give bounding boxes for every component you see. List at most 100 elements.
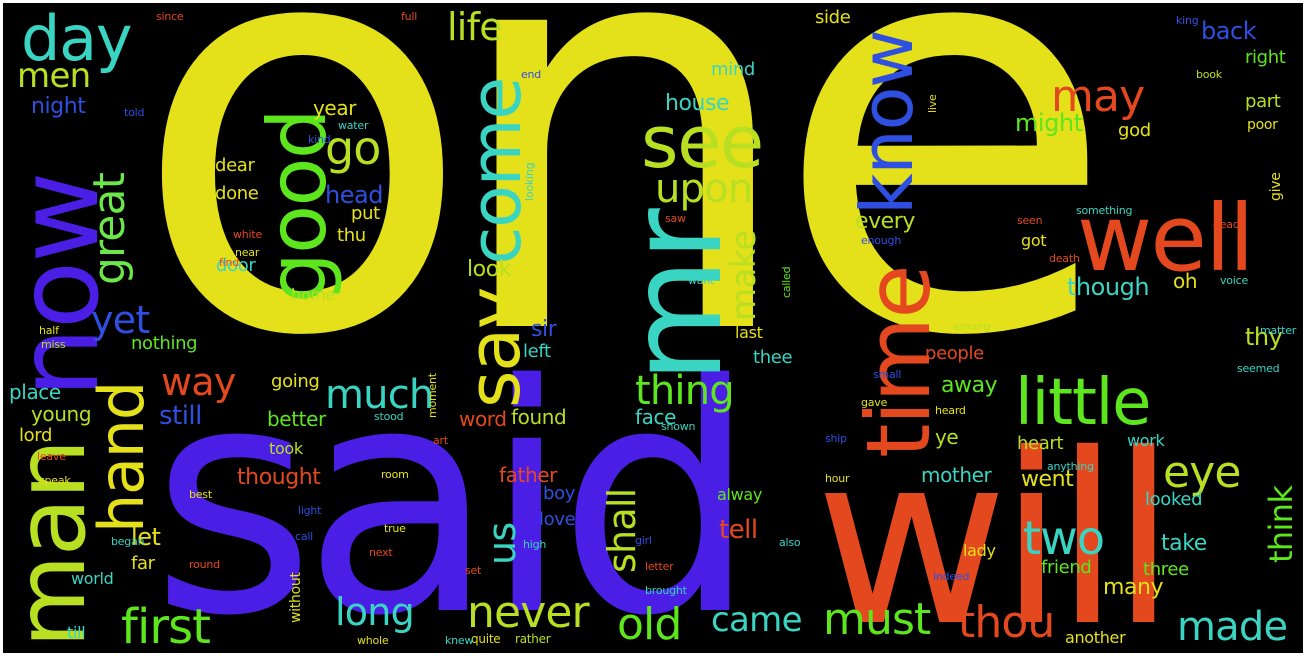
word-quite: quite: [471, 632, 501, 646]
word-since: since: [156, 10, 184, 23]
word-go: go: [325, 121, 381, 175]
word-nothing: nothing: [131, 333, 198, 354]
word-heard: heard: [935, 404, 966, 417]
word-year: year: [313, 96, 357, 120]
word-art: art: [433, 434, 448, 447]
word-seen: seen: [1017, 214, 1043, 227]
word-gave: gave: [861, 396, 888, 409]
word-among: among: [953, 320, 991, 333]
word-part: part: [1245, 91, 1281, 112]
word-word: word: [459, 407, 507, 431]
word-thy: thy: [1245, 323, 1283, 351]
word-day: day: [21, 3, 133, 75]
word-friend: friend: [1041, 557, 1092, 578]
word-every: every: [855, 209, 915, 234]
word-another: another: [1065, 628, 1126, 647]
word-round: round: [189, 558, 220, 571]
word-think: think: [1262, 485, 1300, 563]
word-letter: letter: [645, 560, 674, 573]
word-though: though: [1067, 273, 1150, 301]
word-went: went: [1021, 467, 1074, 492]
word-seemed: seemed: [1237, 362, 1280, 375]
word-got: got: [1021, 231, 1047, 250]
word-ship: ship: [825, 432, 847, 445]
word-dead: dead: [1213, 218, 1240, 231]
word-white: white: [233, 228, 263, 241]
word-thee: thee: [753, 347, 793, 368]
word-high: high: [523, 538, 547, 551]
word-yet: yet: [91, 298, 150, 342]
word-mind: mind: [711, 59, 755, 80]
word-make: make: [724, 230, 764, 321]
word-small: small: [873, 368, 902, 381]
word-brought: brought: [645, 584, 687, 597]
word-thou: thou: [958, 597, 1055, 648]
word-away: away: [941, 373, 998, 398]
word-one: one: [131, 3, 1117, 459]
word-must: must: [823, 594, 931, 645]
word-will: will: [815, 403, 1176, 654]
word-half: half: [39, 324, 59, 337]
word-till: till: [67, 623, 86, 642]
word-boy: boy: [543, 483, 576, 504]
word-well: well: [1077, 185, 1254, 292]
word-made: made: [1177, 604, 1288, 650]
word-better: better: [267, 407, 326, 431]
word-saw: saw: [665, 212, 686, 225]
word-voice: voice: [1220, 274, 1249, 287]
word-old: old: [617, 599, 682, 650]
word-two: two: [1023, 511, 1105, 565]
word-sir: sir: [531, 317, 557, 342]
word-upon: upon: [655, 166, 753, 212]
word-heart: heart: [1017, 433, 1064, 454]
word-speak: speak: [39, 474, 71, 487]
word-take: take: [1161, 531, 1207, 556]
word-never: never: [467, 587, 590, 638]
word-house: house: [665, 91, 730, 116]
word-anything: anything: [1047, 460, 1094, 473]
word-end: end: [521, 68, 542, 81]
word-mr: mr: [602, 210, 751, 383]
word-without: without: [288, 572, 304, 623]
word-found: found: [511, 405, 567, 429]
word-place: place: [9, 380, 61, 404]
word-work: work: [1127, 431, 1165, 450]
word-took: took: [269, 439, 303, 458]
word-lady: lady: [963, 541, 996, 560]
word-come: come: [455, 78, 537, 265]
word-rather: rather: [515, 632, 551, 646]
word-looking: looking: [523, 162, 536, 201]
word-see: see: [641, 100, 764, 184]
word-stood: stood: [374, 410, 404, 423]
word-father: father: [499, 463, 557, 487]
word-dear: dear: [215, 155, 255, 176]
word-knew: knew: [445, 634, 474, 647]
word-still: still: [159, 401, 202, 431]
word-find: find: [219, 256, 240, 269]
word-door: door: [216, 255, 256, 276]
word-long: long: [335, 590, 415, 634]
word-death: death: [1049, 252, 1080, 265]
word-called: called: [780, 266, 793, 298]
word-far: far: [131, 553, 155, 574]
word-put: put: [351, 203, 380, 224]
word-alway: alway: [717, 485, 763, 504]
word-light: light: [298, 504, 322, 517]
word-us: us: [480, 522, 524, 565]
word-shown: shown: [661, 420, 696, 433]
word-going: going: [271, 371, 320, 392]
word-indeed: indeed: [933, 570, 970, 583]
word-great: great: [84, 173, 135, 285]
word-ye: ye: [935, 425, 959, 449]
word-girl: girl: [635, 534, 652, 547]
word-thought: thought: [237, 465, 321, 490]
word-moment: moment: [426, 373, 439, 418]
word-hour: hour: [825, 472, 850, 485]
word-much: much: [325, 372, 434, 418]
word-night: night: [31, 94, 86, 119]
word-shall: shall: [600, 488, 644, 573]
word-god: god: [1118, 120, 1151, 141]
word-matter: matter: [1260, 324, 1297, 337]
word-room: room: [381, 468, 409, 481]
word-three: three: [1143, 559, 1189, 580]
